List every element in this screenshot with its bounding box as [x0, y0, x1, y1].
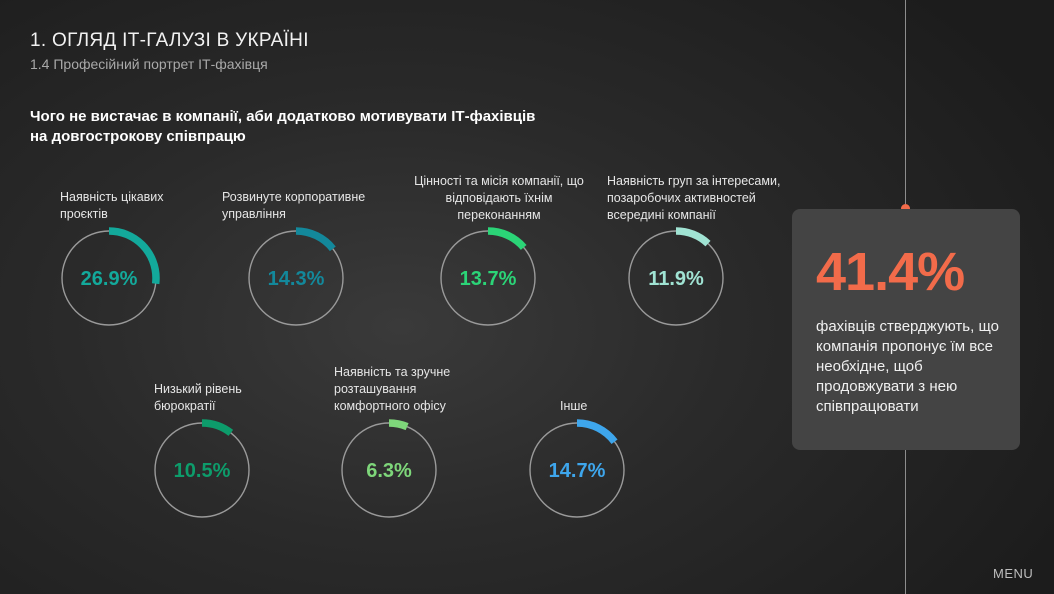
gauge-label: Цінності та місія компанії, що відповіда…: [414, 174, 584, 222]
chart-heading: Чого не вистачає в компанії, аби додатко…: [30, 108, 536, 145]
gauge: 13.7%: [437, 227, 539, 329]
gauge-value: 14.3%: [268, 268, 325, 290]
gauge-arc: [437, 227, 539, 329]
gauge: 6.3%: [338, 419, 440, 521]
gauge-label: Інше: [560, 399, 588, 413]
gauge-label: Низький рівень бюрократії: [154, 382, 242, 413]
gauge-arc: [526, 419, 628, 521]
gauge-value: 11.9%: [648, 268, 704, 290]
summary-text: фахівців стверджують, що компанія пропон…: [816, 318, 999, 415]
gauge-value: 26.9%: [81, 268, 138, 290]
page-title: 1. ОГЛЯД ІТ-ГАЛУЗІ В УКРАЇНІ: [30, 30, 309, 51]
gauge: 11.9%: [625, 227, 727, 329]
gauge-value: 14.7%: [549, 460, 606, 482]
menu-button[interactable]: MENU: [993, 566, 1034, 581]
gauge-label: Розвинуте корпоративне управління: [222, 190, 366, 221]
gauge-value: 10.5%: [174, 460, 231, 482]
gauge-label: Наявність цікавих проєктів: [60, 190, 164, 221]
summary-value: 41.4%: [816, 242, 965, 302]
page-subtitle: 1.4 Професійний портрет ІТ-фахівця: [30, 56, 268, 72]
gauge-arc: [625, 227, 727, 329]
divider-line-top: [905, 0, 906, 204]
gauge: 26.9%: [58, 227, 160, 329]
gauge-arc: [338, 419, 440, 521]
gauge-value: 6.3%: [366, 460, 412, 482]
gauge: 14.7%: [526, 419, 628, 521]
divider-line-bottom: [905, 450, 906, 594]
accent-dot: [901, 204, 910, 213]
summary-card: 41.4% фахівців стверджують, що компанія …: [792, 209, 1020, 450]
gauge-arc: [58, 227, 160, 329]
gauge-value: 13.7%: [460, 268, 517, 290]
gauge-label: Наявність груп за інтересами, позаробочи…: [607, 174, 781, 222]
gauge: 10.5%: [151, 419, 253, 521]
gauge-label: Наявність та зручне розташування комфорт…: [334, 365, 451, 413]
gauge-arc: [245, 227, 347, 329]
gauge: 14.3%: [245, 227, 347, 329]
gauge-arc: [151, 419, 253, 521]
